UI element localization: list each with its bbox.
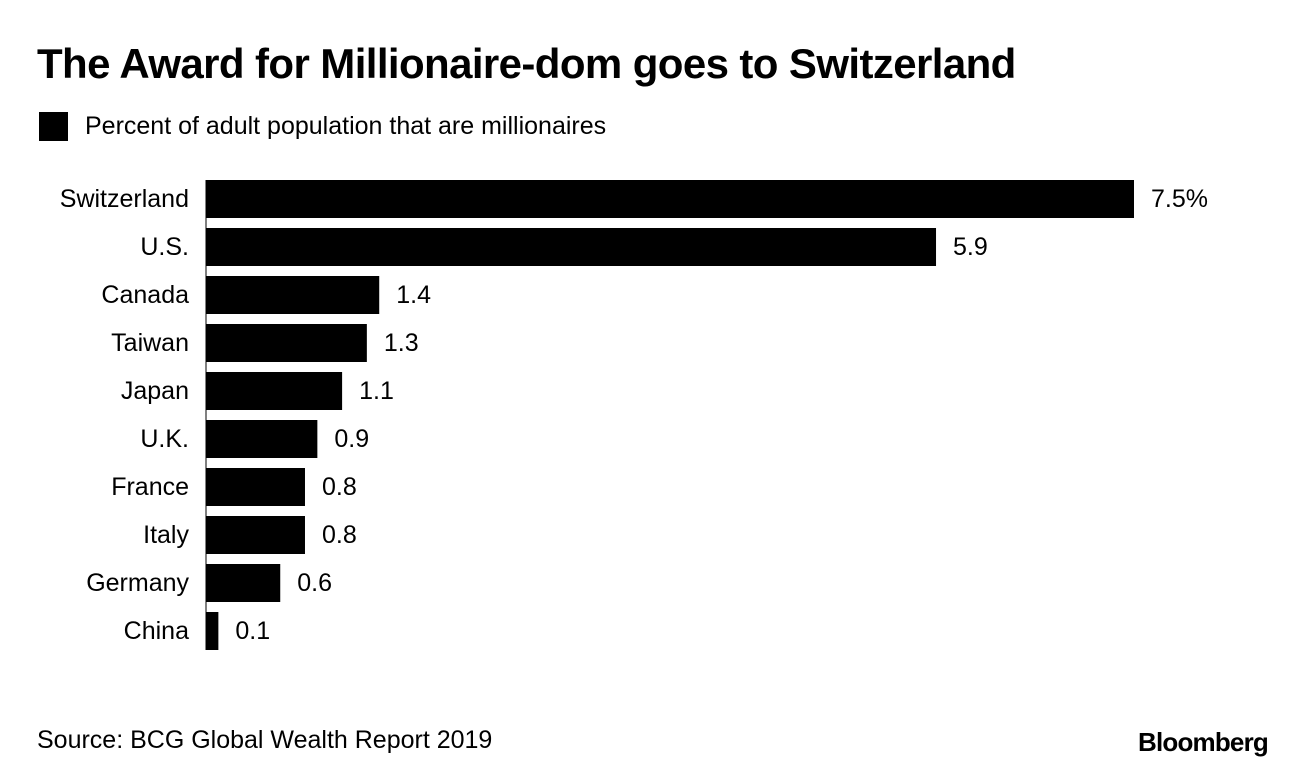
bloomberg-logo: Bloomberg (1137, 727, 1269, 757)
value-label: 7.5% (1151, 185, 1208, 213)
bar-chart: Switzerland 7.5% U.S. 5.9 Canada 1.4 Taiwan 1.3… (60, 180, 1208, 650)
value-label: 1.4 (396, 281, 431, 309)
category-label: Switzerland (60, 185, 189, 213)
chart-title: The Award for Millionaire-dom goes to Sw… (37, 40, 1016, 87)
bar (206, 228, 937, 266)
value-label: 0.8 (322, 473, 357, 501)
value-label: 0.8 (322, 521, 357, 549)
value-label: 5.9 (953, 233, 988, 261)
bar (206, 372, 343, 410)
category-label: U.S. (140, 233, 189, 261)
legend-label: Percent of adult population that are mil… (85, 111, 607, 140)
category-label: Germany (86, 569, 189, 597)
value-label: 0.9 (334, 425, 369, 453)
value-label: 0.6 (297, 569, 332, 597)
category-label: China (124, 617, 189, 645)
value-label: 1.3 (384, 329, 419, 357)
category-label: France (111, 473, 189, 501)
category-label: Japan (121, 377, 189, 405)
bar (206, 324, 367, 362)
category-label: Italy (143, 521, 189, 549)
value-label: 1.1 (359, 377, 394, 405)
value-label: 0.1 (235, 617, 270, 645)
category-label: Canada (101, 281, 189, 309)
bar (206, 516, 305, 554)
bar (206, 420, 318, 458)
bar (206, 468, 305, 506)
legend-swatch (39, 111, 68, 141)
category-label: U.K. (140, 425, 189, 453)
source-note: Source: BCG Global Wealth Report 2019 (37, 726, 493, 754)
bar (206, 612, 219, 650)
bar (206, 564, 281, 602)
category-label: Taiwan (111, 329, 189, 357)
bar (206, 180, 1134, 218)
bar (206, 276, 380, 314)
legend: Percent of adult population that are mil… (39, 110, 606, 142)
